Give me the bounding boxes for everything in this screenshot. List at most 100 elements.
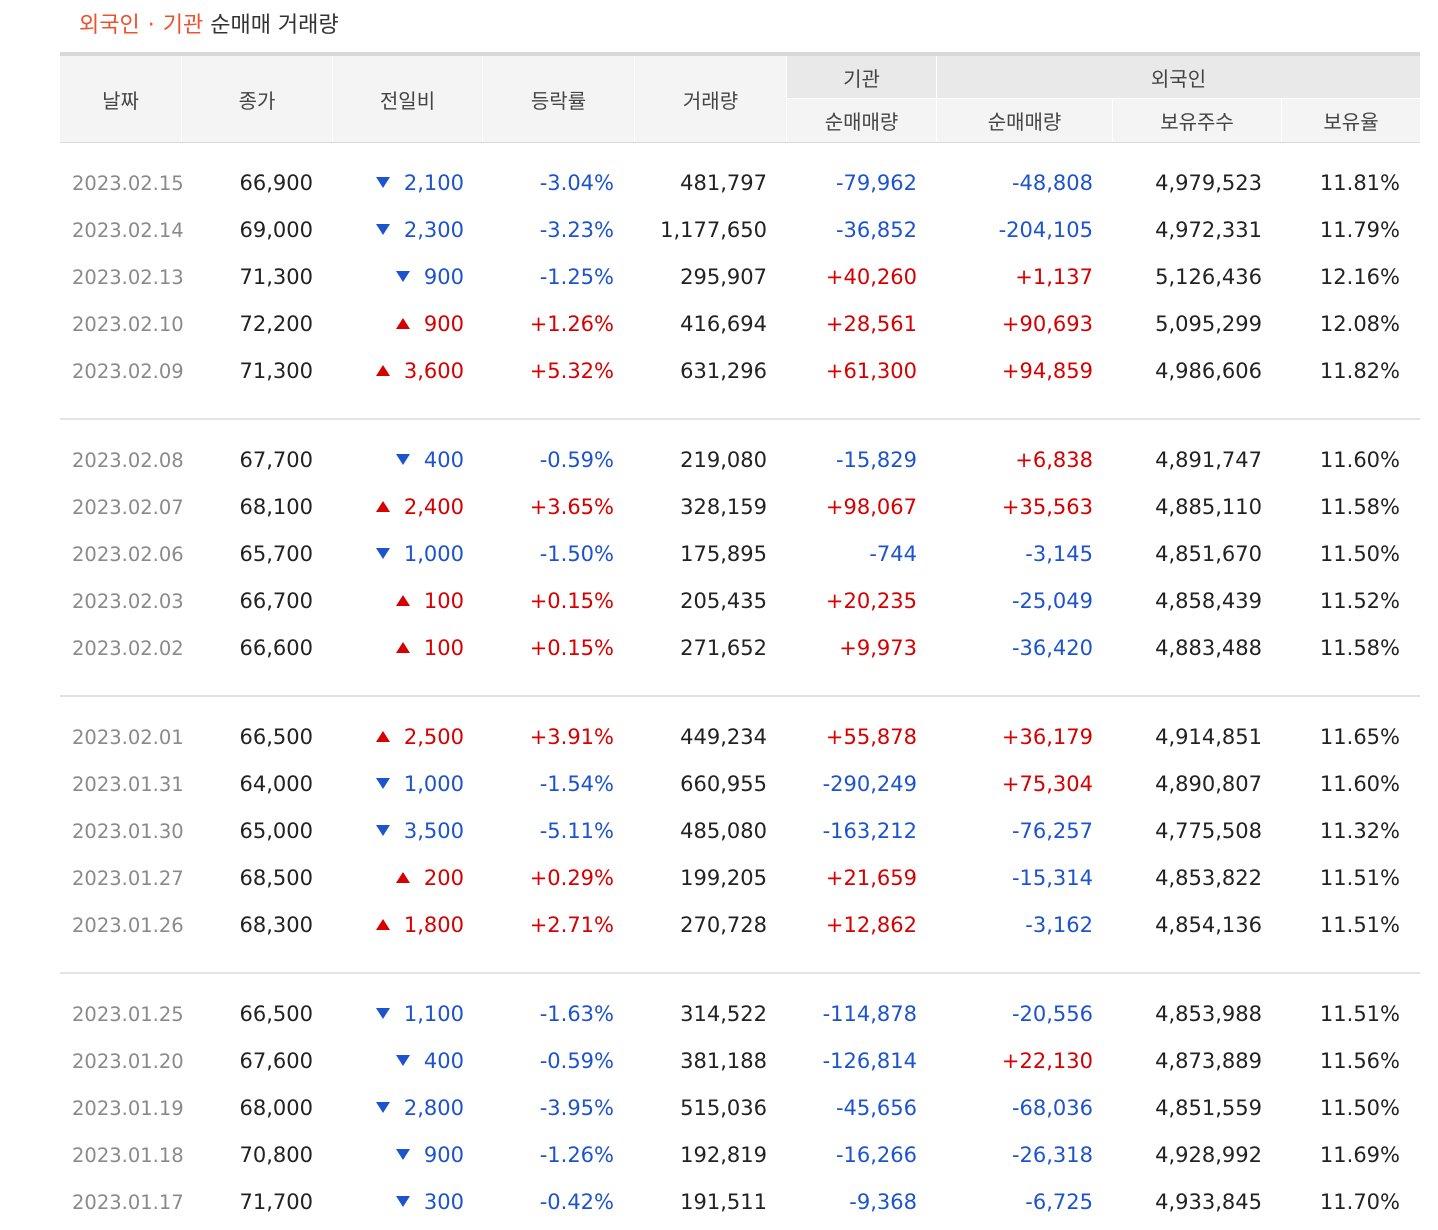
cell-volume: 328,159 bbox=[680, 495, 767, 519]
table-row: 2023.01.31 64,000 1,000 -1.54% 660,955 -290,2… bbox=[60, 761, 1420, 808]
cell-foreign-ratio: 11.52% bbox=[1319, 589, 1400, 613]
table-row: 2023.01.26 68,300 1,800 +2.71% 270,728 +12,86… bbox=[60, 902, 1420, 949]
cell-foreign-holdings: 5,095,299 bbox=[1155, 312, 1262, 336]
cell-diff-value: 400 bbox=[423, 1049, 464, 1073]
cell-rate: +0.15% bbox=[529, 636, 614, 660]
cell-date: 2023.02.15 bbox=[72, 172, 184, 195]
cell-diff: 1,000 bbox=[375, 761, 464, 808]
cell-foreign-ratio: 11.70% bbox=[1319, 1190, 1400, 1214]
cell-foreign-holdings: 4,890,807 bbox=[1155, 772, 1262, 796]
cell-diff: 900 bbox=[395, 254, 464, 301]
cell-foreign-net: +1,137 bbox=[1015, 265, 1093, 289]
cell-rate: -1.25% bbox=[539, 265, 614, 289]
cell-diff-value: 100 bbox=[423, 636, 464, 660]
cell-institution-net: -290,249 bbox=[822, 772, 917, 796]
cell-rate: -5.11% bbox=[539, 819, 614, 843]
title-foreign: 외국인 bbox=[79, 13, 140, 38]
cell-rate: +3.91% bbox=[529, 725, 614, 749]
triangle-up-icon bbox=[375, 500, 390, 512]
cell-foreign-ratio: 12.08% bbox=[1319, 312, 1400, 336]
cell-close: 67,600 bbox=[239, 1049, 313, 1073]
cell-foreign-ratio: 11.60% bbox=[1319, 448, 1400, 472]
cell-institution-net: +12,862 bbox=[825, 913, 917, 937]
cell-institution-net: +40,260 bbox=[825, 265, 917, 289]
table-row: 2023.02.08 67,700 400 -0.59% 219,080 -15,829 +… bbox=[60, 437, 1420, 484]
header-rate: 등락률 bbox=[482, 56, 634, 142]
cell-volume: 416,694 bbox=[680, 312, 767, 336]
table-row: 2023.01.20 67,600 400 -0.59% 381,188 -126,814… bbox=[60, 1038, 1420, 1085]
cell-diff-value: 1,000 bbox=[403, 542, 464, 566]
cell-foreign-holdings: 4,853,822 bbox=[1155, 866, 1262, 890]
cell-diff-value: 3,600 bbox=[403, 359, 464, 383]
triangle-up-icon bbox=[375, 730, 390, 742]
cell-date: 2023.01.20 bbox=[72, 1050, 184, 1073]
cell-foreign-ratio: 11.69% bbox=[1319, 1143, 1400, 1167]
cell-volume: 191,511 bbox=[680, 1190, 767, 1214]
cell-foreign-holdings: 4,851,670 bbox=[1155, 542, 1262, 566]
cell-volume: 1,177,650 bbox=[660, 218, 767, 242]
table-row: 2023.02.01 66,500 2,500 +3.91% 449,234 +55,87… bbox=[60, 714, 1420, 761]
cell-diff-value: 300 bbox=[423, 1190, 464, 1214]
cell-foreign-ratio: 11.32% bbox=[1319, 819, 1400, 843]
triangle-up-icon bbox=[395, 317, 410, 329]
cell-volume: 314,522 bbox=[680, 1002, 767, 1026]
cell-diff-value: 100 bbox=[423, 589, 464, 613]
triangle-down-icon bbox=[375, 824, 390, 836]
cell-institution-net: -126,814 bbox=[822, 1049, 917, 1073]
cell-foreign-net: -20,556 bbox=[1011, 1002, 1093, 1026]
header-diff: 전일비 bbox=[332, 56, 482, 142]
cell-date: 2023.02.08 bbox=[72, 449, 184, 472]
cell-volume: 660,955 bbox=[680, 772, 767, 796]
triangle-down-icon bbox=[375, 223, 390, 235]
header-volume: 거래량 bbox=[634, 56, 786, 142]
cell-institution-net: -114,878 bbox=[822, 1002, 917, 1026]
cell-diff-value: 2,300 bbox=[403, 218, 464, 242]
cell-date: 2023.02.01 bbox=[72, 726, 184, 749]
cell-foreign-ratio: 11.51% bbox=[1319, 866, 1400, 890]
cell-rate: +3.65% bbox=[529, 495, 614, 519]
cell-close: 66,600 bbox=[239, 636, 313, 660]
cell-foreign-ratio: 11.60% bbox=[1319, 772, 1400, 796]
header-foreign-net: 순매매량 bbox=[936, 98, 1112, 142]
cell-diff-value: 900 bbox=[423, 1143, 464, 1167]
cell-date: 2023.01.18 bbox=[72, 1144, 184, 1167]
cell-close: 70,800 bbox=[239, 1143, 313, 1167]
cell-institution-net: +61,300 bbox=[825, 359, 917, 383]
table-row: 2023.02.10 72,200 900 +1.26% 416,694 +28,561 +… bbox=[60, 301, 1420, 348]
cell-date: 2023.02.13 bbox=[72, 266, 184, 289]
cell-foreign-holdings: 4,851,559 bbox=[1155, 1096, 1262, 1120]
cell-diff: 2,800 bbox=[375, 1085, 464, 1132]
table-row: 2023.02.07 68,100 2,400 +3.65% 328,159 +98,06… bbox=[60, 484, 1420, 531]
cell-institution-net: -36,852 bbox=[835, 218, 917, 242]
table-row: 2023.01.27 68,500 200 +0.29% 199,205 +21,659 -… bbox=[60, 855, 1420, 902]
cell-foreign-net: -3,162 bbox=[1025, 913, 1093, 937]
cell-diff: 3,600 bbox=[375, 348, 464, 395]
cell-foreign-ratio: 11.51% bbox=[1319, 913, 1400, 937]
triangle-up-icon bbox=[395, 871, 410, 883]
cell-foreign-holdings: 4,775,508 bbox=[1155, 819, 1262, 843]
cell-diff: 400 bbox=[395, 1038, 464, 1085]
cell-close: 68,000 bbox=[239, 1096, 313, 1120]
cell-diff: 1,800 bbox=[375, 902, 464, 949]
cell-volume: 485,080 bbox=[680, 819, 767, 843]
cell-diff-value: 900 bbox=[423, 265, 464, 289]
triangle-up-icon bbox=[375, 918, 390, 930]
cell-diff-value: 2,800 bbox=[403, 1096, 464, 1120]
cell-institution-net: -45,656 bbox=[835, 1096, 917, 1120]
cell-close: 66,500 bbox=[239, 725, 313, 749]
triangle-down-icon bbox=[395, 1195, 410, 1207]
cell-foreign-ratio: 12.16% bbox=[1319, 265, 1400, 289]
cell-foreign-ratio: 11.82% bbox=[1319, 359, 1400, 383]
row-group: 2023.01.25 66,500 1,100 -1.63% 314,522 -114,8… bbox=[60, 974, 1420, 1230]
row-group: 2023.02.15 66,900 2,100 -3.04% 481,797 -79,96… bbox=[60, 143, 1420, 420]
cell-institution-net: -15,829 bbox=[835, 448, 917, 472]
table-row: 2023.02.06 65,700 1,000 -1.50% 175,895 -744 -3… bbox=[60, 531, 1420, 578]
triangle-down-icon bbox=[375, 547, 390, 559]
cell-institution-net: +28,561 bbox=[825, 312, 917, 336]
cell-close: 67,700 bbox=[239, 448, 313, 472]
cell-foreign-net: +35,563 bbox=[1001, 495, 1093, 519]
triangle-down-icon bbox=[395, 453, 410, 465]
cell-close: 71,700 bbox=[239, 1190, 313, 1214]
cell-volume: 192,819 bbox=[680, 1143, 767, 1167]
cell-diff-value: 3,500 bbox=[403, 819, 464, 843]
